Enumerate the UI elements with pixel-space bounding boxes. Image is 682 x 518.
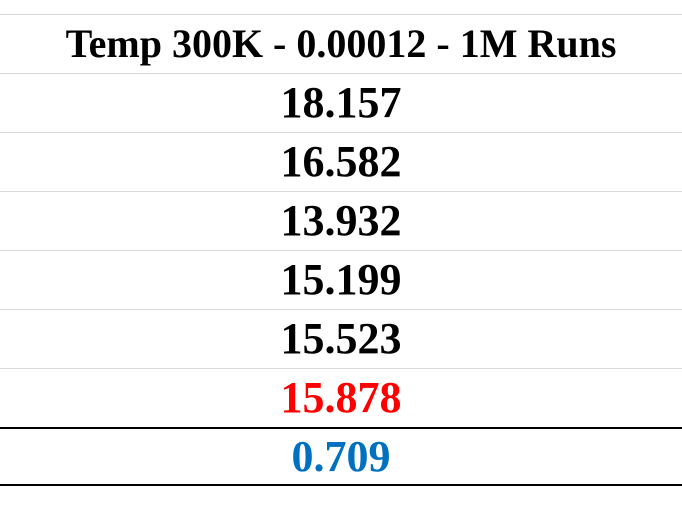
deviation-row[interactable]: 0.709	[0, 427, 682, 486]
value-cell: 18.157	[280, 78, 402, 127]
table-header-row[interactable]: Temp 300K - 0.00012 - 1M Runs	[0, 14, 682, 73]
value-cell: 15.523	[280, 314, 402, 363]
table-row[interactable]: 15.523	[0, 309, 682, 368]
results-table: Temp 300K - 0.00012 - 1M Runs 18.157 16.…	[0, 14, 682, 486]
average-row[interactable]: 15.878	[0, 368, 682, 427]
table-row[interactable]: 13.932	[0, 191, 682, 250]
value-cell: 15.199	[280, 255, 402, 304]
table-row[interactable]: 18.157	[0, 73, 682, 132]
average-cell: 15.878	[280, 373, 402, 422]
value-cell: 16.582	[280, 137, 402, 186]
deviation-cell: 0.709	[291, 431, 391, 481]
table-row[interactable]: 16.582	[0, 132, 682, 191]
table-header-cell: Temp 300K - 0.00012 - 1M Runs	[65, 21, 617, 66]
value-cell: 13.932	[280, 196, 402, 245]
table-row[interactable]: 15.199	[0, 250, 682, 309]
